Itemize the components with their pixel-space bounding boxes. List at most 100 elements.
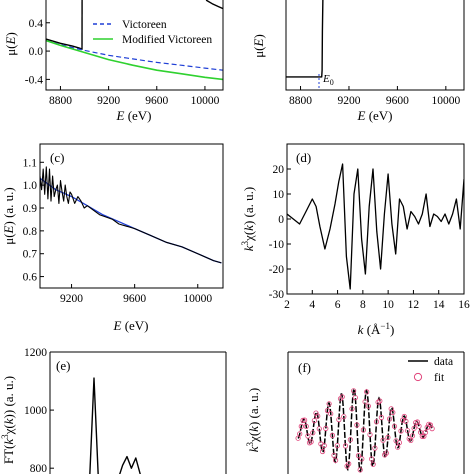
- panel-f-fit-point: [310, 430, 316, 436]
- panel-f-fit-point: [334, 442, 340, 449]
- panel-f-fit-point: [360, 427, 366, 433]
- panel-c-label: (c): [50, 150, 64, 165]
- panel-a-xtick-label: 9200: [97, 95, 120, 107]
- panel-f-fit-point: [403, 418, 409, 424]
- panel-d-ytick-label: 20: [273, 164, 285, 176]
- panel-f-fit-point: [365, 403, 371, 409]
- panel-f-fit-point: [398, 428, 404, 434]
- panel-e-label: (e): [56, 358, 70, 373]
- legend-swatch-fit: [413, 372, 423, 382]
- panel-f-legend: data fit: [408, 356, 453, 384]
- panel-e-series: [89, 377, 141, 474]
- panel-f-fit-point: [386, 416, 393, 422]
- panel-f-fit-point: [422, 429, 429, 435]
- panel-d-ytick-label: -20: [269, 264, 285, 276]
- panel-d-series: [287, 163, 464, 290]
- panel-d-xtick-label: 6: [335, 299, 341, 311]
- panel-f-fit-point: [364, 389, 370, 395]
- panel-d-ytick-label: -30: [269, 289, 285, 301]
- panel-f-fit-point: [308, 439, 314, 445]
- panel-f-fit-point: [324, 407, 331, 414]
- panel-f-fit-point: [411, 425, 417, 431]
- panel-f-fit-point: [319, 448, 326, 455]
- panel-f-fit-point: [362, 399, 368, 405]
- panel-b-xtick-label: 10000: [431, 95, 460, 107]
- panel-d-xtick-label: 8: [360, 299, 366, 311]
- panel-b-series: [286, 0, 324, 78]
- panel-c-xlabel: E (eV): [112, 318, 148, 333]
- panel-a-xtick-label: 10000: [191, 95, 220, 107]
- panel-f-fit-point: [377, 398, 383, 404]
- panel-f-fit-point: [315, 413, 321, 419]
- panel-d-ticks: 2 4 6 8 10 12 14 16 -30 -20 -10 0 10 20: [269, 164, 470, 311]
- panel-a-xtick-label: 9600: [145, 95, 168, 107]
- panel-d-xtick-label: 10: [382, 299, 394, 311]
- panel-a-ytick-label: 0.4: [29, 18, 44, 30]
- panel-f-fit-point: [409, 433, 416, 439]
- panel-f-fit-point: [396, 439, 402, 446]
- legend-label-fit: fit: [434, 372, 445, 384]
- panel-b-series-line: [286, 0, 324, 78]
- panel-d-xlabel: k (Å−1): [358, 321, 395, 337]
- panel-f-fit-point: [326, 401, 332, 407]
- panel-f-fit-point: [419, 433, 425, 439]
- panel-e: 800 1000 1200 (e) FT(k3χ(k)) (a. u.): [0, 347, 227, 474]
- panel-f-fit-point: [323, 425, 329, 432]
- panel-f-fit-point: [352, 394, 358, 401]
- panel-f-fit-point: [416, 423, 422, 429]
- panel-d-ylabel: k3χ(k) (a. u.): [240, 187, 256, 251]
- panel-f-fit-point: [342, 443, 349, 449]
- panel-a-series-line: [46, 39, 223, 71]
- panel-b-ylabel: μ(E): [251, 34, 266, 58]
- panel-c-ytick-label: 1.0: [23, 180, 38, 192]
- panel-f-fit-point: [329, 432, 335, 438]
- panel-f-fit-point: [305, 433, 311, 439]
- panel-c-series-line: [40, 166, 222, 264]
- panel-f-fit-point: [321, 442, 327, 449]
- panel-f-fit-point: [359, 456, 365, 462]
- panel-f-fit-point: [303, 423, 309, 429]
- legend-label-victoreen: Victoreen: [122, 19, 167, 31]
- panel-b-xtick-label: 8800: [289, 95, 312, 107]
- panel-f-fit-point: [357, 467, 363, 473]
- panel-d-xtick-label: 2: [284, 299, 290, 311]
- panel-f-fit-point: [385, 434, 391, 441]
- panel-e-ytick-label: 1000: [24, 405, 47, 417]
- panel-b-xlabel: E (eV): [356, 108, 392, 123]
- panel-f-fit-point: [339, 394, 345, 400]
- panel-f-fit-point: [367, 431, 373, 438]
- panel-d-ytick-label: 0: [278, 214, 284, 226]
- panel-f-ylabel: k3χ(k) (a. u.): [245, 388, 261, 452]
- panel-f-fit-point: [391, 423, 398, 429]
- panel-e-ytick-label: 800: [30, 463, 48, 474]
- panel-a-legend: Victoreen Modified Victoreen: [93, 19, 212, 46]
- panel-f-fit-point: [316, 426, 322, 432]
- panel-f-fit-point: [395, 444, 401, 450]
- panel-f-fit-point: [390, 409, 396, 416]
- panel-f-label: (f): [298, 360, 311, 375]
- panel-d-label: (d): [296, 150, 311, 165]
- panel-f-fit-point: [301, 417, 308, 423]
- panel-f-fit-point: [347, 437, 353, 443]
- panel-c-ytick-label: 1.1: [23, 157, 38, 169]
- panel-c-ytick-label: 0.9: [23, 203, 38, 215]
- panel-a-ylabel: μ(E): [3, 32, 18, 56]
- panel-d-frame: [286, 143, 465, 295]
- panel-a-ticks: 8800 9200 9600 10000 -0.4 0.0 0.4: [25, 18, 220, 107]
- panel-e-series-line: [89, 377, 141, 474]
- panel-b-ticks: 8800 9200 9600 10000: [289, 86, 460, 107]
- panel-b: 8800 9200 9600 10000 E0 E (eV) μ(E): [251, 0, 465, 123]
- panel-f-fit-point: [383, 450, 389, 456]
- panel-f-fit-point: [311, 417, 317, 424]
- panel-a-ytick-label: -0.4: [25, 74, 43, 86]
- panel-b-xtick-label: 9600: [386, 95, 409, 107]
- panel-c-ytick-label: 0.8: [23, 226, 38, 238]
- legend-label-data: data: [434, 356, 453, 368]
- panel-c-series-line: [40, 177, 222, 264]
- panel-d-xtick-label: 4: [309, 299, 315, 311]
- panel-c-frame: [39, 143, 224, 289]
- panel-d-xtick-label: 16: [458, 299, 470, 311]
- panel-c-ylabel: μ(E) (a. u.): [1, 187, 16, 245]
- panel-d-series-line: [287, 163, 464, 290]
